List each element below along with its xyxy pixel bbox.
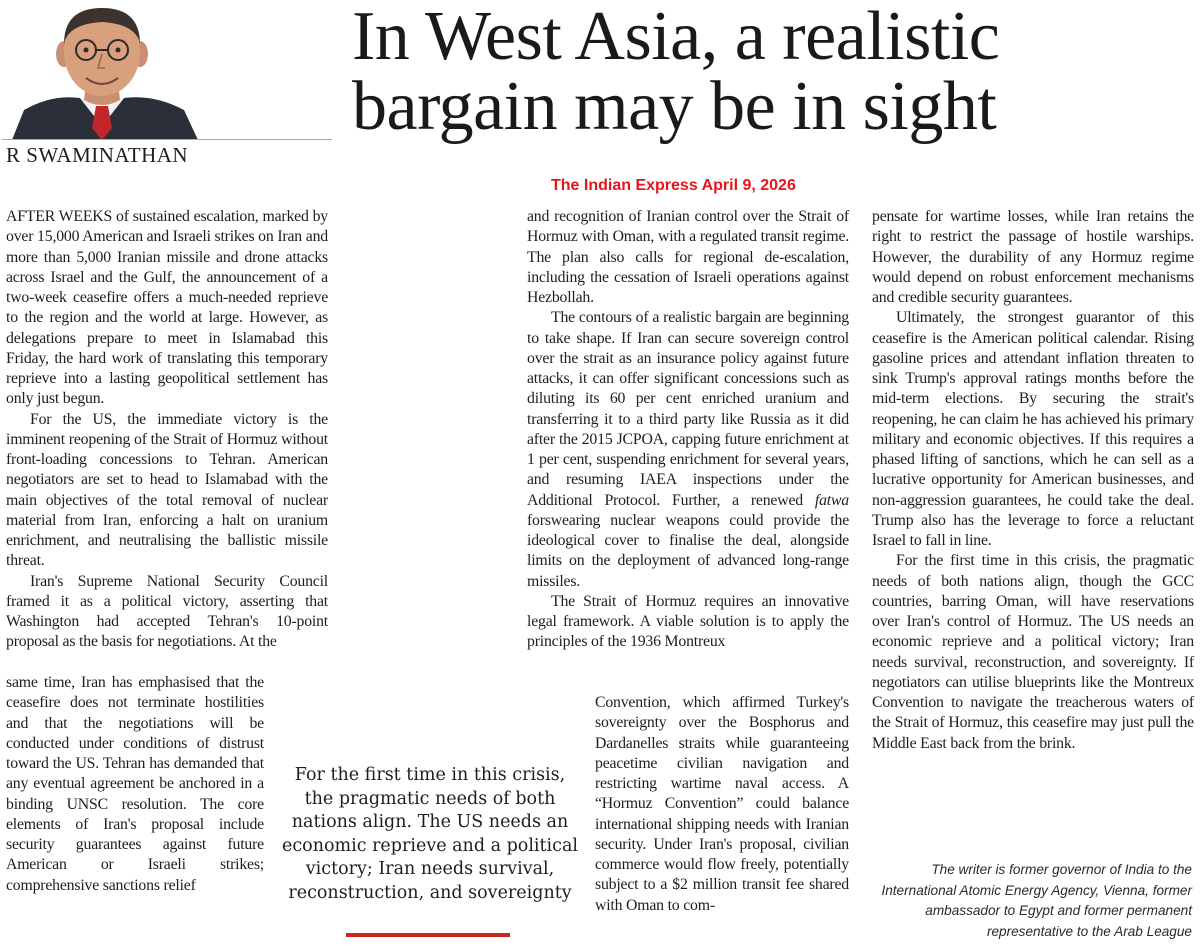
paragraph: same time, Iran has emphasised that the …: [6, 674, 264, 894]
headline: In West Asia, a realistic bargain may be…: [352, 2, 1192, 142]
source-note: The Indian Express April 9, 2026: [551, 177, 796, 194]
paragraph: Convention, which affirmed Turkey's sove…: [595, 694, 849, 914]
italic-term: fatwa: [814, 491, 849, 509]
paragraph-text: The contours of a realistic bargain are …: [527, 309, 849, 509]
paragraph: and recognition of Iranian control over …: [527, 208, 849, 306]
article-column-2: and recognition of Iranian control over …: [527, 207, 849, 653]
author-byline: R SWAMINATHAN: [6, 143, 189, 167]
headline-line-2: bargain may be in sight: [352, 68, 997, 145]
paragraph: Ultimately, the strongest guarantor of t…: [872, 309, 1194, 549]
author-portrait: [2, 2, 202, 140]
article-column-2-continued: Convention, which affirmed Turkey's sove…: [595, 693, 849, 916]
pull-quote-rule: [346, 933, 510, 937]
paragraph: Iran's Supreme National Security Council…: [6, 572, 328, 651]
paragraph: For the US, the immediate victory is the…: [6, 410, 328, 570]
author-note: The writer is former governor of India t…: [881, 862, 1192, 939]
article-column-3: pensate for wartime losses, while Iran r…: [872, 207, 1194, 754]
pull-quote: For the first time in this crisis, the p…: [282, 765, 578, 903]
paragraph: The contours of a realistic bargain are …: [527, 308, 849, 592]
headline-line-1: In West Asia, a realistic: [352, 0, 1000, 75]
paragraph: For the first time in this crisis, the p…: [872, 552, 1194, 752]
paragraph-text: forswearing nuclear weapons could provid…: [527, 511, 849, 590]
byline-divider: [2, 139, 332, 140]
article-column-1-continued: same time, Iran has emphasised that the …: [6, 673, 264, 896]
paragraph: pensate for wartime losses, while Iran r…: [872, 208, 1194, 306]
article-column-1: AFTER WEEKS of sustained escalation, mar…: [6, 207, 328, 653]
paragraph: AFTER WEEKS of sustained escalation, mar…: [6, 208, 328, 408]
paragraph: The Strait of Hormuz requires an innovat…: [527, 592, 849, 651]
